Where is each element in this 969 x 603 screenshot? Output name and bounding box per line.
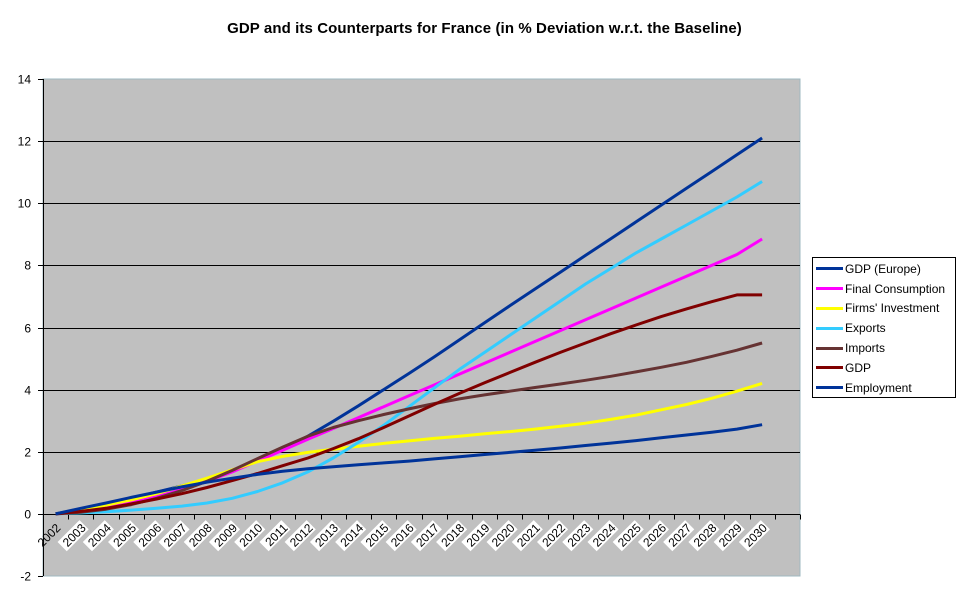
legend-item: Exports — [813, 318, 955, 338]
x-label-bg — [436, 520, 468, 552]
x-tick-label-group: 2024 — [587, 520, 619, 552]
x-label-bg — [82, 520, 114, 552]
series-line-gdp — [55, 293, 763, 516]
axes — [43, 79, 801, 576]
x-label-bg — [713, 520, 745, 552]
legend-label: GDP — [845, 360, 872, 375]
x-tick-label-group: 2011 — [259, 520, 291, 552]
x-label-bg — [486, 520, 518, 552]
series-lines — [55, 136, 763, 516]
x-label-bg — [158, 520, 190, 552]
x-label-bg — [385, 520, 417, 552]
legend-item: GDP (Europe) — [813, 259, 955, 279]
legend-label: Final Consumption — [845, 281, 946, 296]
x-label-bg — [208, 520, 241, 552]
x-tick-labels: 2002200320042005200620072008200920102011… — [35, 520, 770, 552]
x-label-bg — [612, 520, 644, 552]
legend-swatch — [816, 366, 843, 370]
chart-title: GDP and its Counterparts for France (in … — [227, 20, 742, 37]
x-label-bg — [637, 520, 670, 552]
y-tick-label: 6 — [24, 322, 31, 336]
legend-swatch — [816, 306, 843, 310]
y-tick-label: 8 — [24, 259, 31, 273]
series-line-employment — [55, 423, 763, 516]
x-label-bg — [688, 520, 720, 552]
x-label-bg — [234, 520, 266, 552]
y-tick-label: 10 — [18, 197, 32, 211]
legend-swatch — [816, 267, 843, 271]
x-label-bg — [410, 520, 442, 552]
legend-item: Employment — [813, 378, 955, 398]
x-label-bg — [108, 520, 140, 552]
legend-swatch — [816, 386, 843, 390]
plot-area — [42, 78, 801, 577]
legend-label: Exports — [845, 321, 886, 336]
x-label-bg — [183, 520, 215, 552]
legend-swatch — [816, 346, 843, 350]
x-label-bg — [536, 520, 569, 552]
legend-label: Imports — [845, 341, 886, 356]
x-label-bg — [335, 520, 367, 552]
x-tick-label-group: 2008 — [183, 520, 215, 552]
x-label-bg — [133, 520, 165, 552]
y-tick-label: 2 — [24, 446, 31, 460]
series-line-imports — [55, 341, 763, 516]
x-label-bg — [562, 520, 594, 552]
y-tick-labels: 14 12 10 8 6 4 2 0 -2 — [18, 73, 32, 584]
x-label-bg — [259, 520, 291, 552]
series-line-exports — [55, 180, 763, 516]
x-label-bg — [663, 520, 695, 552]
legend-label: Firms' Investment — [845, 301, 940, 316]
y-tick-label: 0 — [24, 508, 31, 522]
legend-item: Firms' Investment — [813, 299, 955, 319]
x-label-bg — [360, 520, 392, 552]
y-tick-label: 12 — [18, 135, 32, 149]
x-label-bg — [511, 520, 543, 552]
legend-item: Imports — [813, 338, 955, 358]
y-tick-label: 14 — [18, 73, 32, 87]
legend-label: Employment — [845, 380, 912, 395]
x-label-bg — [309, 520, 342, 552]
y-tick-label: -2 — [20, 570, 31, 584]
x-label-bg — [587, 520, 619, 552]
legend-item: Final Consumption — [813, 279, 955, 299]
legend-swatch — [816, 287, 843, 291]
legend-item: GDP — [813, 358, 955, 378]
x-label-bg — [738, 520, 770, 552]
legend-label: GDP (Europe) — [845, 261, 921, 276]
legend-swatch — [816, 326, 843, 330]
y-tick-label: 4 — [24, 384, 31, 398]
legend: GDP (Europe) Final Consumption Firms' Inve… — [812, 257, 956, 398]
x-label-bg — [284, 520, 316, 552]
x-tick-label-group: 2013 — [309, 520, 342, 552]
x-label-bg — [461, 520, 493, 552]
x-label-bg — [57, 520, 89, 552]
